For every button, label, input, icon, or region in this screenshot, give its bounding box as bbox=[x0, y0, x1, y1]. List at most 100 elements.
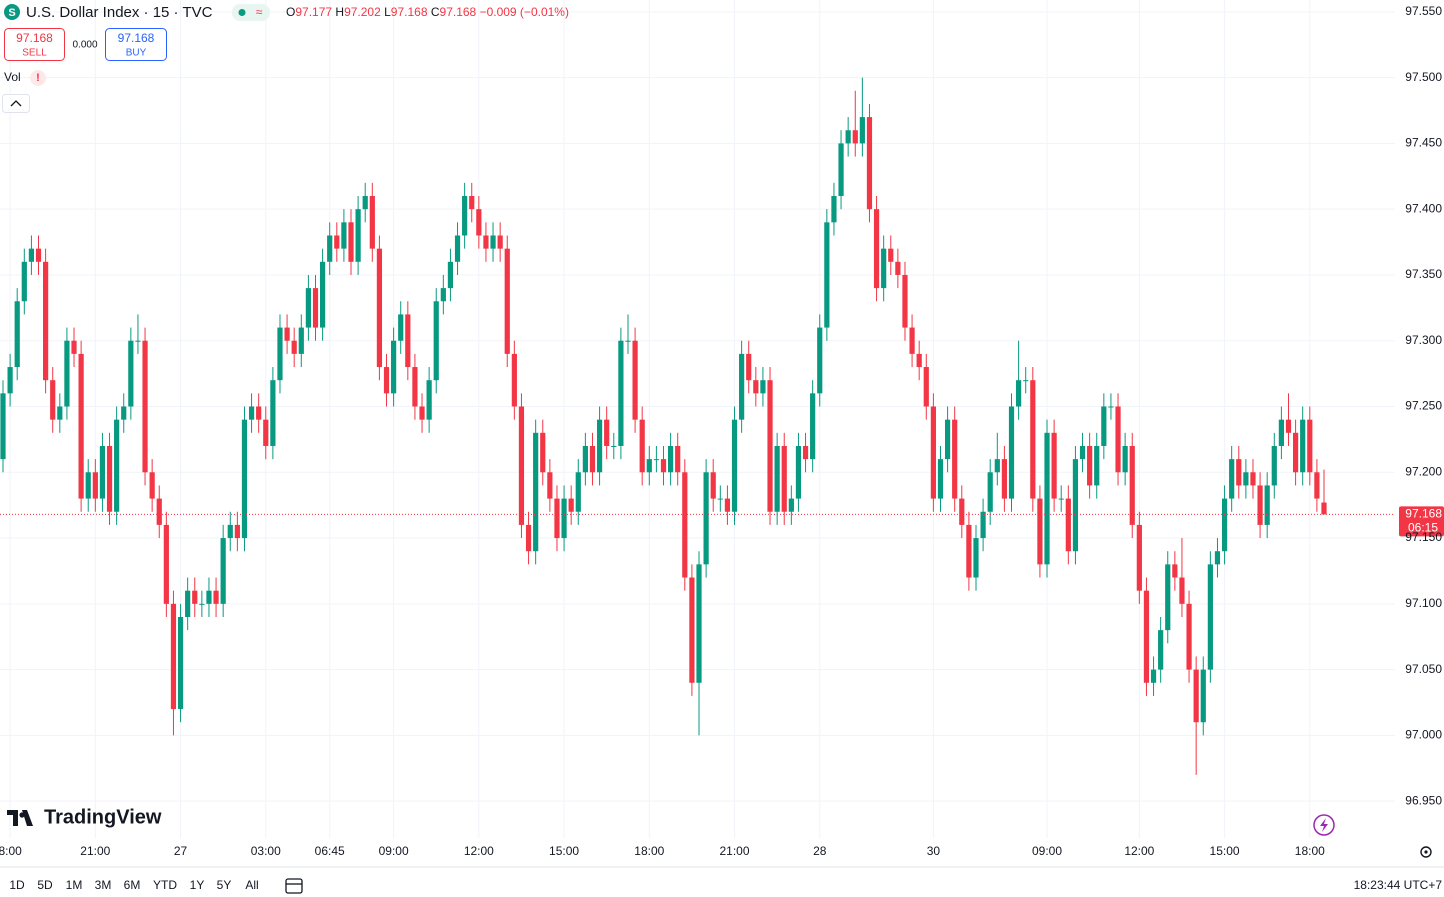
candle-body bbox=[334, 235, 340, 249]
candle-body bbox=[21, 261, 27, 302]
candle-body bbox=[1094, 445, 1100, 486]
candle-body bbox=[1122, 445, 1128, 473]
timeframe-button[interactable]: 1Y bbox=[190, 878, 205, 892]
candle-body bbox=[1150, 669, 1157, 683]
candle-body bbox=[987, 472, 993, 512]
candle-body bbox=[660, 459, 667, 473]
candle-body bbox=[1314, 472, 1320, 499]
candle-body bbox=[604, 419, 610, 446]
candle-body bbox=[859, 117, 865, 144]
indicator-warning[interactable] bbox=[30, 70, 46, 86]
candle-body bbox=[92, 472, 98, 499]
candle-body bbox=[64, 340, 70, 407]
candle-body bbox=[199, 603, 205, 605]
candle-body bbox=[1037, 498, 1043, 565]
candle-body bbox=[206, 590, 212, 604]
buy-button[interactable] bbox=[105, 28, 167, 61]
timeframe-button[interactable]: 1D bbox=[9, 878, 25, 892]
candle-body bbox=[1087, 445, 1093, 486]
sell-button[interactable] bbox=[4, 28, 65, 61]
candle-body bbox=[419, 406, 425, 420]
candle-body bbox=[533, 432, 539, 552]
candle-body bbox=[1292, 432, 1299, 473]
candle-body bbox=[817, 327, 823, 394]
y-tick-label: 97.350 bbox=[1405, 267, 1442, 281]
candle-body bbox=[1257, 485, 1263, 525]
candle-body bbox=[43, 261, 49, 381]
timeframe-button[interactable]: 1M bbox=[66, 878, 83, 892]
buy-price: 97.168 bbox=[118, 31, 155, 45]
x-tick-label: 12:00 bbox=[464, 844, 494, 858]
candle-body bbox=[312, 288, 319, 328]
candle-body bbox=[625, 340, 631, 342]
symbol-title[interactable]: U.S. Dollar Index · 15 · TVC bbox=[26, 4, 213, 21]
timeframe-button[interactable]: 6M bbox=[124, 878, 141, 892]
timeframe-button[interactable]: All bbox=[245, 878, 258, 892]
candle-body bbox=[163, 524, 169, 604]
candle-body bbox=[909, 327, 915, 354]
timeframe-button[interactable]: 5Y bbox=[217, 878, 232, 892]
alert-bolt bbox=[1320, 818, 1328, 832]
candle-body bbox=[192, 590, 198, 604]
candle-body bbox=[1101, 406, 1107, 446]
candle-body bbox=[561, 498, 567, 539]
candle-body bbox=[923, 367, 929, 407]
indicator-name[interactable]: Vol bbox=[4, 70, 21, 84]
y-tick-label: 97.100 bbox=[1405, 596, 1442, 610]
candle-body bbox=[1008, 406, 1015, 499]
clock[interactable]: 18:23:44 UTC+7 bbox=[1354, 878, 1443, 892]
status-pill[interactable] bbox=[232, 4, 270, 21]
candle-body bbox=[298, 327, 304, 354]
candle-body bbox=[1001, 459, 1008, 499]
candle-body bbox=[1058, 498, 1064, 500]
logo-dot bbox=[19, 812, 25, 818]
candle-body bbox=[767, 380, 773, 512]
ohlc-value: 97.168 bbox=[391, 5, 428, 19]
candle-body bbox=[1143, 590, 1150, 683]
x-tick-label: 21:00 bbox=[80, 844, 110, 858]
candle-body bbox=[831, 196, 837, 223]
x-tick-label: 28 bbox=[813, 844, 827, 858]
candle-body bbox=[447, 261, 454, 289]
timeframe-button[interactable]: 5D bbox=[37, 878, 53, 892]
alert-icon[interactable] bbox=[1313, 814, 1335, 836]
timeframe-button[interactable]: YTD bbox=[153, 878, 177, 892]
ohlc: O97.177 H97.202 L97.168 C97.168 −0.009 (… bbox=[286, 5, 569, 19]
y-tick-label: 97.200 bbox=[1405, 464, 1442, 478]
candle-body bbox=[185, 590, 191, 617]
candle-body bbox=[966, 524, 972, 578]
x-tick-label: 30 bbox=[927, 844, 941, 858]
candle-body bbox=[504, 248, 510, 354]
date-range-icon[interactable] bbox=[285, 878, 303, 894]
candle-body bbox=[525, 524, 532, 552]
candle-body bbox=[675, 445, 681, 473]
indicator-warning-mark: ! bbox=[36, 72, 40, 84]
candle-body bbox=[426, 380, 432, 420]
y-tick-label: 97.250 bbox=[1405, 399, 1442, 413]
candle-body bbox=[71, 340, 77, 354]
candle-body bbox=[1016, 380, 1022, 407]
collapse-button[interactable] bbox=[2, 94, 30, 113]
candle-body bbox=[405, 314, 411, 368]
candle-body bbox=[135, 340, 141, 342]
x-tick-label: 15:00 bbox=[549, 844, 579, 858]
x-tick-label: 09:00 bbox=[379, 844, 409, 858]
candle-body bbox=[78, 353, 84, 499]
y-tick-label: 97.500 bbox=[1405, 70, 1442, 84]
settings-icon[interactable] bbox=[1420, 846, 1432, 858]
timeframe-button[interactable]: 3M bbox=[95, 878, 112, 892]
candle-body bbox=[838, 143, 844, 197]
candle-body bbox=[916, 353, 922, 368]
candle-body bbox=[1221, 498, 1228, 552]
x-tick-label: 18:00 bbox=[1295, 844, 1325, 858]
y-tick-label: 97.550 bbox=[1405, 4, 1442, 18]
collapse-icon bbox=[10, 100, 22, 107]
logo-mark bbox=[7, 810, 33, 826]
price-tag-price: 97.168 bbox=[1405, 507, 1442, 521]
candle-body bbox=[582, 445, 588, 473]
candle-body bbox=[1165, 564, 1171, 631]
candle-body bbox=[454, 235, 461, 262]
candle-body bbox=[7, 367, 13, 394]
